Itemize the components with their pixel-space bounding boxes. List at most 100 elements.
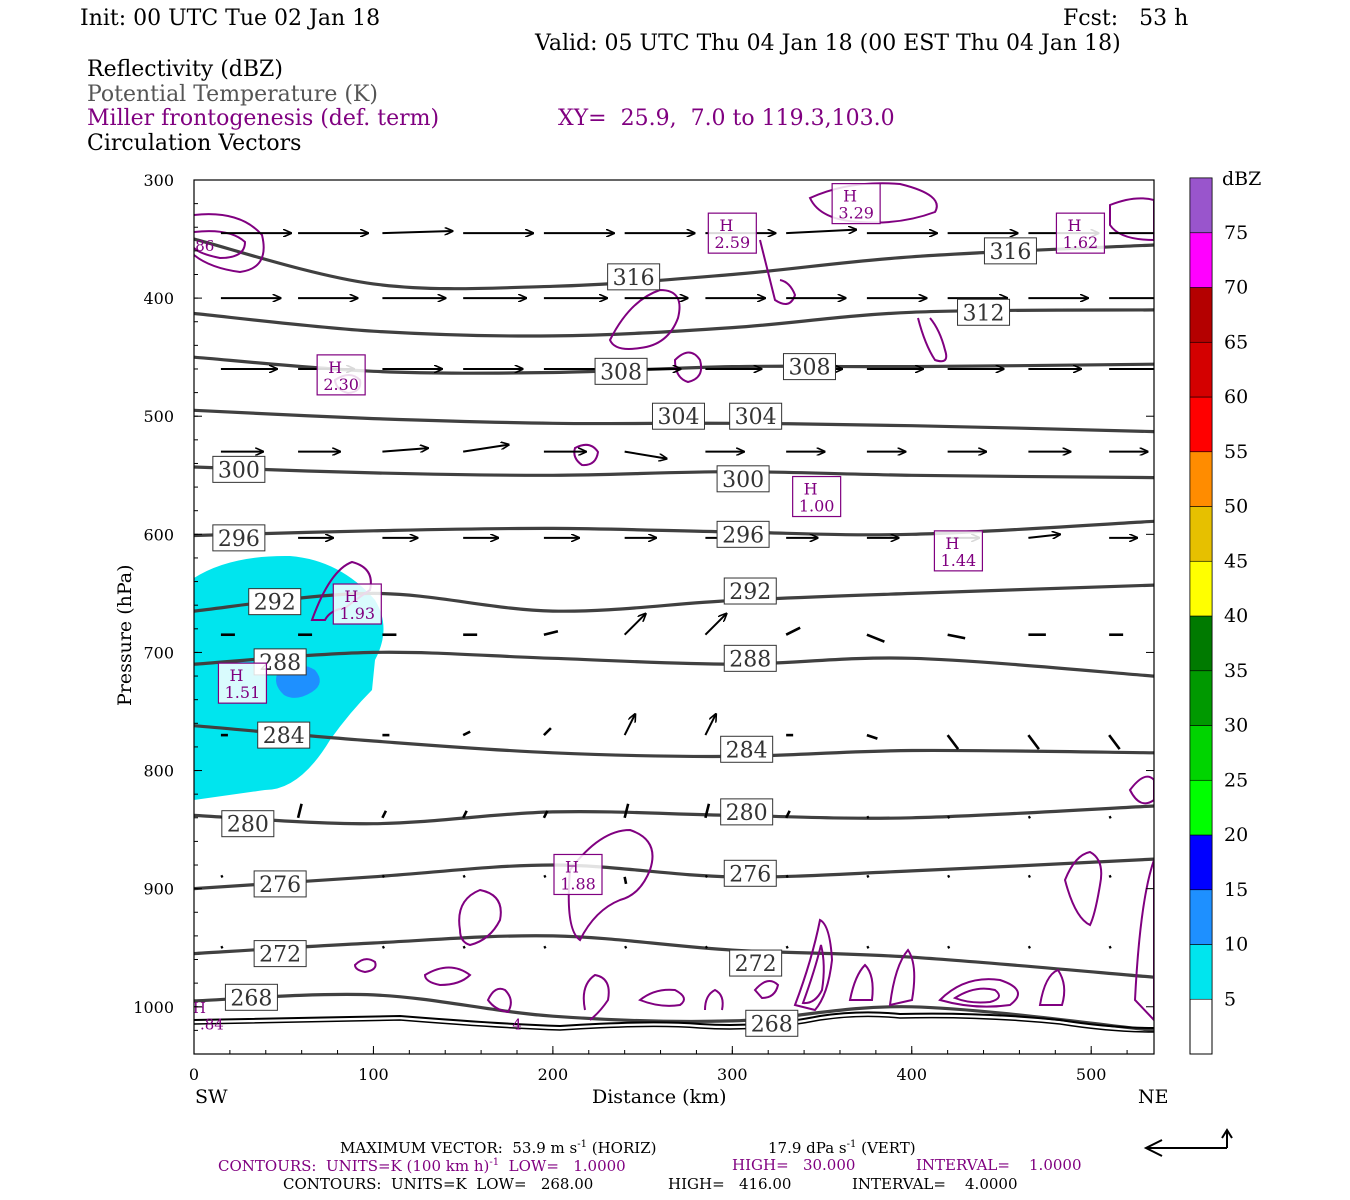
fronto-contour: [353, 958, 377, 974]
fronto-high-value: 1.00: [799, 497, 835, 516]
init-time: Init: 00 UTC Tue 02 Jan 18: [80, 6, 381, 31]
y-tick-label: 900: [143, 880, 174, 899]
colorbar-label: 15: [1224, 879, 1248, 901]
y-tick-label: 1000: [133, 998, 174, 1017]
x-tick-label: 400: [896, 1065, 927, 1084]
theta-label: 304: [651, 402, 705, 430]
fronto-contour: [673, 351, 703, 384]
theta-label-text: 272: [735, 952, 777, 977]
field-circulation: Circulation Vectors: [87, 131, 302, 156]
terrain-line: [194, 1011, 1154, 1029]
theta-label-text: 284: [726, 738, 768, 763]
colorbar-band-25: [1189, 725, 1213, 781]
circulation-vector: [220, 945, 224, 949]
circulation-vector: [704, 945, 708, 949]
theta-label-text: 304: [657, 405, 699, 430]
theta-label-text: 268: [751, 1012, 793, 1037]
footer-fronto-high: HIGH= 30.000: [732, 1156, 856, 1174]
colorbar-label: 40: [1224, 605, 1248, 627]
circulation-vector: [543, 874, 547, 878]
circulation-vector: [462, 945, 466, 949]
circulation-vector: [1027, 815, 1031, 819]
circulation-vector: [381, 945, 385, 949]
fronto-high-value: 2.59: [715, 233, 751, 252]
theta-label: 308: [782, 353, 836, 381]
fronto-contour: [638, 988, 685, 1007]
circulation-vector: [704, 714, 716, 736]
theta-contour-288: [194, 650, 1154, 678]
footer-max-vector: MAXIMUM VECTOR: 53.9 m s-1 (HORIZ): [340, 1139, 657, 1157]
theta-label-text: 316: [989, 240, 1031, 265]
circulation-vector: [463, 445, 509, 453]
circulation-vector: [785, 626, 801, 636]
theta-label-text: 300: [218, 458, 260, 483]
colorbar-band-65: [1189, 287, 1213, 343]
colorbar-label: 50: [1224, 496, 1248, 518]
right-end-label: NE: [1138, 1086, 1169, 1108]
circulation-vector: [1108, 945, 1112, 949]
theta-label-text: 312: [963, 301, 1005, 326]
footer-fronto-contours: CONTOURS: UNITS=K (100 km h)-1 LOW= 1.00…: [218, 1157, 626, 1175]
field-miller: Miller frontogenesis (def. term): [87, 106, 440, 131]
theta-contour-268: [194, 992, 1154, 1032]
field-reflectivity: Reflectivity (dBZ): [87, 57, 283, 82]
fronto-contour: [582, 973, 610, 1021]
circulation-vector: [1108, 874, 1112, 878]
theta-label-text: 300: [722, 468, 764, 493]
colorbar-unit: dBZ: [1222, 168, 1262, 190]
circulation-vector: [462, 730, 471, 737]
circulation-vector: [624, 450, 667, 459]
circulation-vector: [623, 714, 636, 736]
colorbar-label: 25: [1224, 769, 1248, 791]
circulation-vector: [623, 876, 628, 885]
colorbar-band-45: [1189, 506, 1213, 562]
theta-contour-272: [194, 934, 1154, 979]
fronto-contour: [423, 966, 472, 987]
circulation-vector: [866, 633, 885, 643]
fronto-contour: [938, 978, 1019, 1008]
y-tick-label: 400: [143, 289, 174, 308]
circulation-vector: [947, 874, 951, 878]
circulation-vector: [1027, 945, 1031, 949]
y-tick-label: 800: [143, 762, 174, 781]
theta-label: 276: [723, 859, 777, 887]
theta-label-text: 304: [735, 405, 777, 430]
circulation-vector: [785, 874, 789, 878]
fronto-high-value: 1.88: [560, 874, 596, 893]
circulation-vector: [1027, 874, 1031, 878]
fronto-label-fragment: 4: [512, 1015, 522, 1033]
field-theta: Potential Temperature (K): [87, 82, 378, 107]
circulation-vector: [866, 874, 870, 878]
theta-label: 284: [720, 735, 774, 763]
theta-label-text: 272: [259, 943, 301, 968]
fronto-contour: [1038, 968, 1066, 1006]
colorbar-label: 60: [1224, 386, 1248, 408]
fronto-high-box: H1.88: [553, 853, 603, 896]
colorbar: 5 10 15 20 25 30 35 40 45 50 55 60 65 70 75: [1189, 177, 1248, 1055]
colorbar-band-75: [1189, 177, 1213, 234]
theta-label: 304: [729, 402, 783, 430]
colorbar-band-20: [1189, 779, 1213, 836]
circulation-vector: [623, 614, 646, 636]
circulation-vector: [542, 810, 549, 819]
theta-label: 308: [594, 357, 648, 385]
x-tick-label: 300: [717, 1065, 748, 1084]
fronto-high-value: 1.93: [339, 604, 375, 623]
colorbar-band-55: [1189, 396, 1213, 453]
theta-label-text: 316: [613, 266, 655, 291]
fronto-contour: [952, 987, 1000, 1004]
theta-label: 280: [221, 810, 275, 838]
theta-label-text: 308: [788, 356, 830, 381]
theta-label-text: 280: [227, 813, 269, 838]
fronto-contour: [608, 288, 681, 350]
fronto-high-value: 1.51: [225, 683, 261, 702]
circulation-vector: [382, 448, 428, 452]
fronto-high-letter: H: [843, 187, 857, 206]
fronto-contour: [801, 944, 825, 1005]
circulation-vector: [623, 803, 630, 819]
footer-theta-high: HIGH= 416.00: [668, 1175, 792, 1193]
theta-contour-284: [194, 724, 1154, 759]
y-tick-label: 500: [143, 407, 174, 426]
y-axis-title: Pressure (hPa): [114, 564, 136, 706]
